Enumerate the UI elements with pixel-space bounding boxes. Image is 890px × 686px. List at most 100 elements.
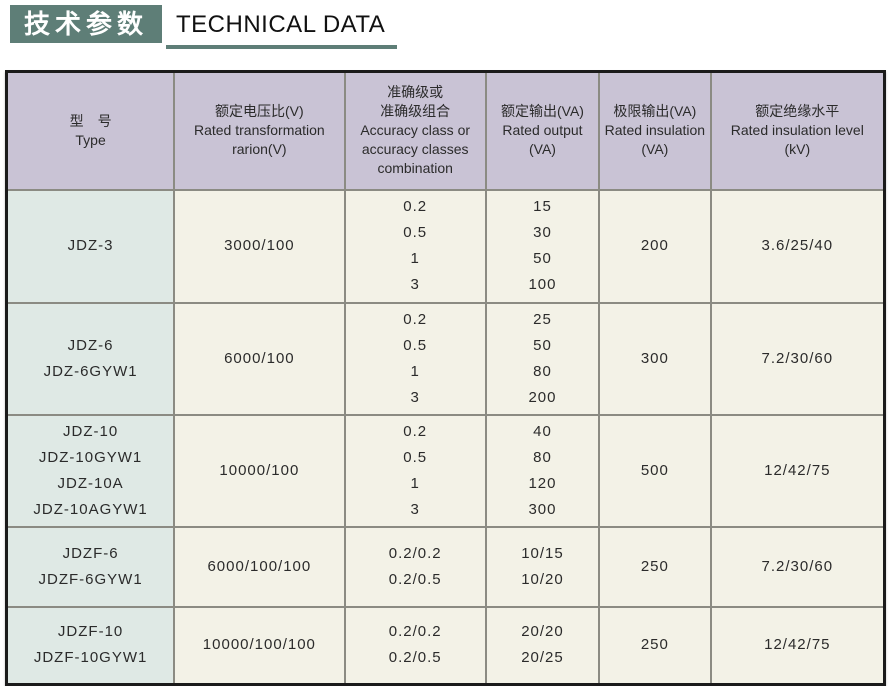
cell-line: 80	[533, 362, 552, 380]
cell-limit_output: 300	[598, 301, 712, 416]
cell-line: Accuracy class or	[360, 122, 471, 139]
cell-line: 12/42/75	[764, 636, 831, 654]
cell-line: 50	[533, 336, 552, 354]
cell-line: 0.2	[403, 310, 428, 328]
cell-rated_output: 40 80 120 300	[484, 413, 601, 528]
section-title-en: TECHNICAL DATA	[176, 11, 386, 38]
cell-line: 10/15	[521, 544, 564, 562]
cell-line: JDZF-6	[62, 544, 119, 562]
table-row: JDZ-3 3000/100 0.2 0.5 1 3 15 30 50 100 200 3.6/25/…	[5, 188, 886, 304]
cell-accuracy: 0.2 0.5 1 3	[343, 301, 487, 416]
cell-line: 10/20	[521, 570, 564, 588]
cell-line: 7.2/30/60	[761, 557, 834, 575]
col-header-accuracy: 准确级或 准确级组合 Accuracy class or accuracy class…	[343, 70, 487, 191]
section-title-badge: 技术参数	[10, 5, 163, 43]
cell-line: 120	[528, 474, 557, 492]
cell-line: 10000/100	[219, 461, 300, 479]
cell-insulation_level: 7.2/30/60	[709, 525, 886, 608]
cell-line: 50	[533, 250, 552, 267]
cell-rated_output: 25 50 80 200	[484, 301, 601, 416]
cell-line: JDZF-10GYW1	[33, 649, 148, 667]
cell-line: 40	[533, 422, 552, 440]
cell-line: 300	[528, 500, 557, 518]
col-header-rated_output: 额定输出(VA) Rated output (VA)	[484, 70, 601, 191]
cell-line: 0.2	[403, 198, 428, 215]
cell-line: 0.2	[403, 422, 428, 440]
cell-type: JDZF-6 JDZF-6GYW1	[5, 525, 176, 608]
cell-ratio: 10000/100/100	[173, 605, 346, 686]
cell-line: JDZF-10	[57, 623, 124, 641]
cell-line: 3000/100	[224, 237, 295, 254]
section-title-underline: TECHNICAL DATA	[166, 5, 398, 49]
cell-line: combination	[377, 160, 453, 177]
cell-line: 6000/100	[224, 349, 295, 367]
cell-line: 200	[528, 388, 557, 406]
cell-line: 250	[640, 636, 669, 654]
cell-line: Rated insulation level	[730, 122, 864, 139]
cell-line: 额定电压比(V)	[215, 103, 304, 120]
cell-line: (kV)	[784, 141, 811, 158]
cell-accuracy: 0.2 0.5 1 3	[343, 188, 487, 304]
cell-limit_output: 250	[598, 605, 712, 686]
cell-line: 3	[410, 276, 420, 293]
table-header-row: 型 号 Type 额定电压比(V) Rated transformation rario…	[5, 70, 886, 191]
cell-limit_output: 500	[598, 413, 712, 528]
cell-line: JDZ-6	[67, 336, 114, 354]
cell-line: 0.5	[403, 336, 428, 354]
cell-line: 0.2/0.2	[388, 544, 442, 562]
cell-line: rarion(V)	[232, 141, 287, 158]
cell-type: JDZ-6 JDZ-6GYW1	[5, 301, 176, 416]
cell-line: 额定输出(VA)	[501, 103, 584, 120]
cell-accuracy: 0.2/0.2 0.2/0.5	[343, 605, 487, 686]
cell-ratio: 3000/100	[173, 188, 346, 304]
cell-limit_output: 250	[598, 525, 712, 608]
col-header-ratio: 额定电压比(V) Rated transformation rarion(V)	[173, 70, 346, 191]
cell-line: 极限输出(VA)	[613, 103, 697, 120]
table-row: JDZ-10 JDZ-10GYW1 JDZ-10A JDZ-10AGYW1 10000/…	[5, 413, 886, 528]
cell-line: 12/42/75	[764, 461, 831, 479]
cell-insulation_level: 3.6/25/40	[709, 188, 886, 304]
cell-line: 1	[410, 250, 420, 267]
page-header: 技术参数 TECHNICAL DATA	[0, 0, 890, 57]
cell-line: 准确级组合	[380, 103, 451, 120]
cell-line: 300	[640, 349, 669, 367]
cell-line: Rated output	[502, 122, 583, 139]
cell-line: JDZ-10AGYW1	[33, 500, 148, 518]
cell-type: JDZF-10 JDZF-10GYW1	[5, 605, 176, 686]
cell-line: JDZ-6GYW1	[43, 362, 138, 380]
cell-rated_output: 10/15 10/20	[484, 525, 601, 608]
section-title-cn: 技术参数	[24, 9, 149, 39]
cell-line: Rated transformation	[193, 122, 325, 139]
cell-insulation_level: 7.2/30/60	[709, 301, 886, 416]
cell-line: 10000/100/100	[202, 636, 316, 654]
cell-line: 20/25	[521, 649, 564, 667]
cell-line: 0.5	[403, 448, 428, 466]
cell-line: 250	[640, 557, 669, 575]
cell-line: 0.2/0.5	[388, 570, 442, 588]
cell-line: 型 号	[69, 112, 112, 129]
cell-type: JDZ-3	[5, 188, 176, 304]
col-header-insulation_level: 额定绝缘水平 Rated insulation level (kV)	[709, 70, 886, 191]
cell-line: 0.2/0.2	[388, 623, 442, 641]
table-row: JDZ-6 JDZ-6GYW1 6000/100 0.2 0.5 1 3 25 50 80 200 3…	[5, 301, 886, 416]
cell-accuracy: 0.2 0.5 1 3	[343, 413, 487, 528]
cell-line: 7.2/30/60	[761, 349, 834, 367]
cell-insulation_level: 12/42/75	[709, 605, 886, 686]
cell-type: JDZ-10 JDZ-10GYW1 JDZ-10A JDZ-10AGYW1	[5, 413, 176, 528]
cell-line: 80	[533, 448, 552, 466]
cell-ratio: 6000/100	[173, 301, 346, 416]
cell-rated_output: 20/20 20/25	[484, 605, 601, 686]
cell-line: 0.5	[403, 224, 428, 241]
table-row: JDZF-6 JDZF-6GYW1 6000/100/100 0.2/0.2 0.2/0…	[5, 525, 886, 608]
cell-line: JDZF-6GYW1	[38, 570, 143, 588]
cell-limit_output: 200	[598, 188, 712, 304]
cell-line: Type	[75, 131, 106, 148]
cell-line: 500	[640, 461, 669, 479]
technical-data-table: 型 号 Type 额定电压比(V) Rated transformation rario…	[5, 70, 886, 686]
cell-line: 6000/100/100	[207, 557, 312, 575]
cell-line: 25	[533, 310, 552, 328]
cell-line: 3	[410, 388, 420, 406]
cell-line: (VA)	[529, 141, 556, 158]
cell-ratio: 10000/100	[173, 413, 346, 528]
